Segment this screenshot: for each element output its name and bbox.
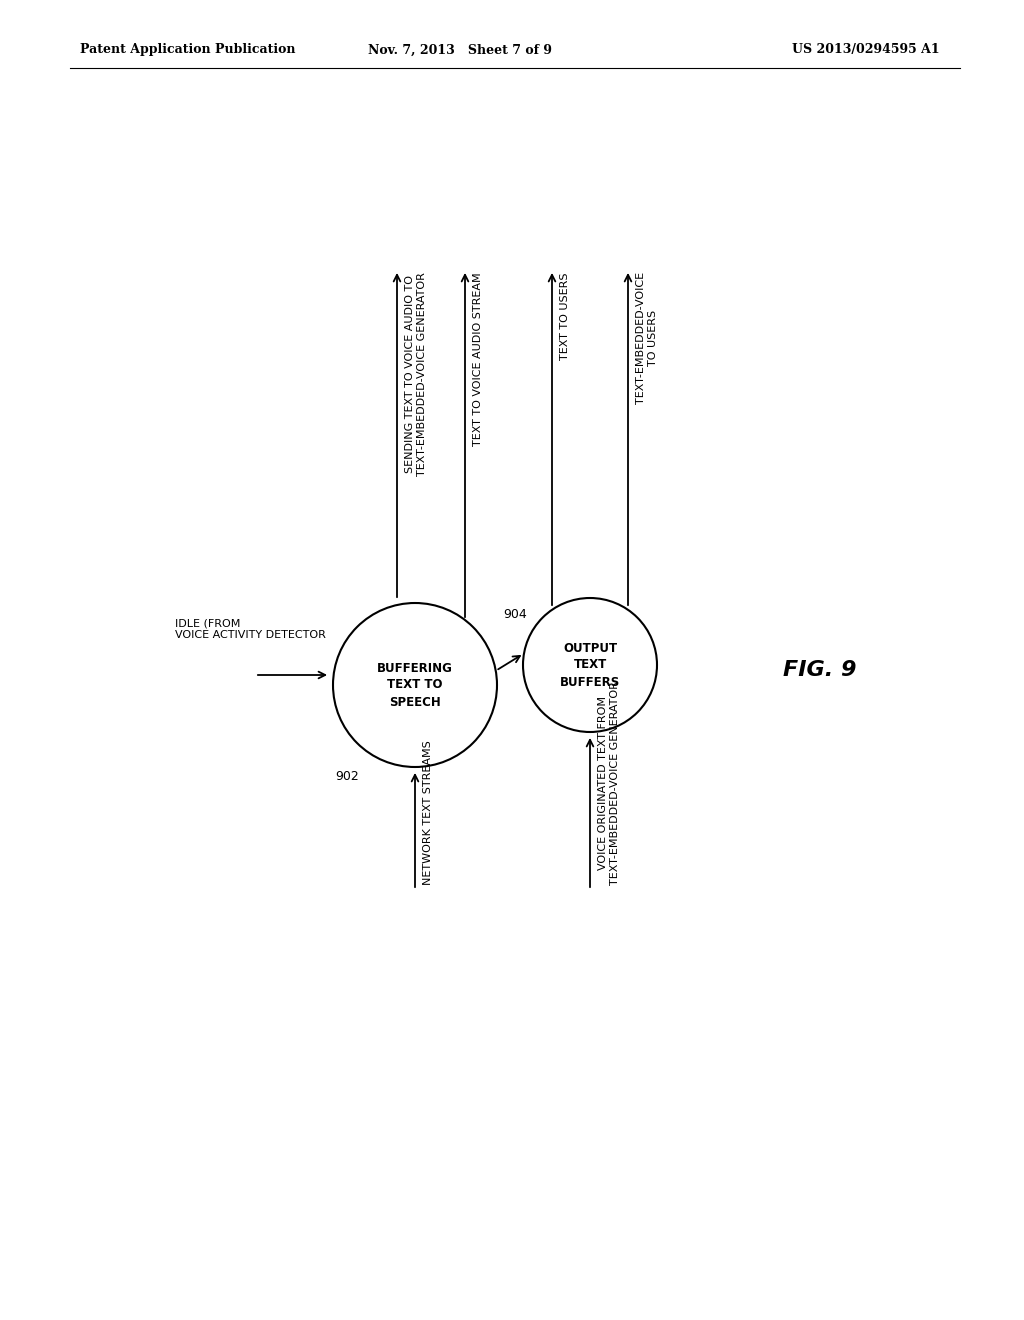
Text: TEXT-EMBEDDED-VOICE
TO USERS: TEXT-EMBEDDED-VOICE TO USERS	[636, 272, 657, 404]
Text: OUTPUT
TEXT
BUFFERS: OUTPUT TEXT BUFFERS	[560, 642, 621, 689]
Circle shape	[333, 603, 497, 767]
Text: Patent Application Publication: Patent Application Publication	[80, 44, 296, 57]
Text: 904: 904	[503, 609, 527, 622]
Text: Nov. 7, 2013   Sheet 7 of 9: Nov. 7, 2013 Sheet 7 of 9	[368, 44, 552, 57]
Text: VOICE ORIGINATED TEXT FROM
TEXT-EMBEDDED-VOICE GENERATOR: VOICE ORIGINATED TEXT FROM TEXT-EMBEDDED…	[598, 681, 620, 884]
Text: IDLE (FROM
VOICE ACTIVITY DETECTOR: IDLE (FROM VOICE ACTIVITY DETECTOR	[175, 618, 326, 640]
Text: TEXT TO VOICE AUDIO STREAM: TEXT TO VOICE AUDIO STREAM	[473, 272, 483, 446]
Text: SENDING TEXT TO VOICE AUDIO TO
TEXT-EMBEDDED-VOICE GENERATOR: SENDING TEXT TO VOICE AUDIO TO TEXT-EMBE…	[406, 272, 427, 477]
Text: NETWORK TEXT STREAMS: NETWORK TEXT STREAMS	[423, 741, 433, 884]
Circle shape	[523, 598, 657, 733]
Text: 902: 902	[335, 771, 358, 784]
Text: TEXT TO USERS: TEXT TO USERS	[560, 272, 570, 359]
Text: FIG. 9: FIG. 9	[783, 660, 857, 680]
Text: BUFFERING
TEXT TO
SPEECH: BUFFERING TEXT TO SPEECH	[377, 661, 453, 709]
Text: US 2013/0294595 A1: US 2013/0294595 A1	[793, 44, 940, 57]
